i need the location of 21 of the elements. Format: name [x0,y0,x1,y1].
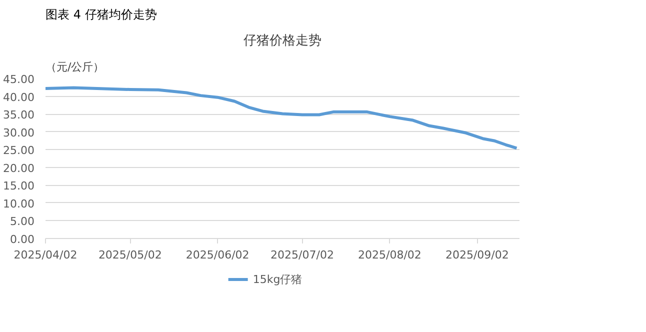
y-tick-label: 30.00 [3,126,35,140]
y-tick-label: 15.00 [3,180,35,193]
x-tick-label: 2025/09/02 [445,248,509,262]
y-tick-label: 0.00 [10,233,35,246]
y-tick-label: 35.00 [3,108,35,122]
x-tick-label: 2025/06/02 [186,248,250,262]
x-tick-label: 2025/04/02 [14,248,78,262]
y-tick-label: 25.00 [3,144,35,158]
chart-title: 仔猪价格走势 [244,34,322,48]
x-tick-label: 2025/07/02 [270,248,334,262]
y-tick-label: 20.00 [3,162,35,175]
y-tick-label: 10.00 [3,197,35,210]
x-tick-label: 2025/05/02 [98,248,162,262]
legend-label: 15kg仔猪 [252,272,302,286]
y-axis-title: （元/公斤） [46,60,104,74]
y-tick-label: 40.00 [3,90,35,104]
text: 图表 4 仔猪均价走势 [46,8,157,22]
line-series [46,86,518,150]
y-tick-label: 45.00 [3,73,35,86]
x-tick-label: 2025/08/02 [358,248,422,262]
y-tick-label: 5.00 [10,215,35,228]
